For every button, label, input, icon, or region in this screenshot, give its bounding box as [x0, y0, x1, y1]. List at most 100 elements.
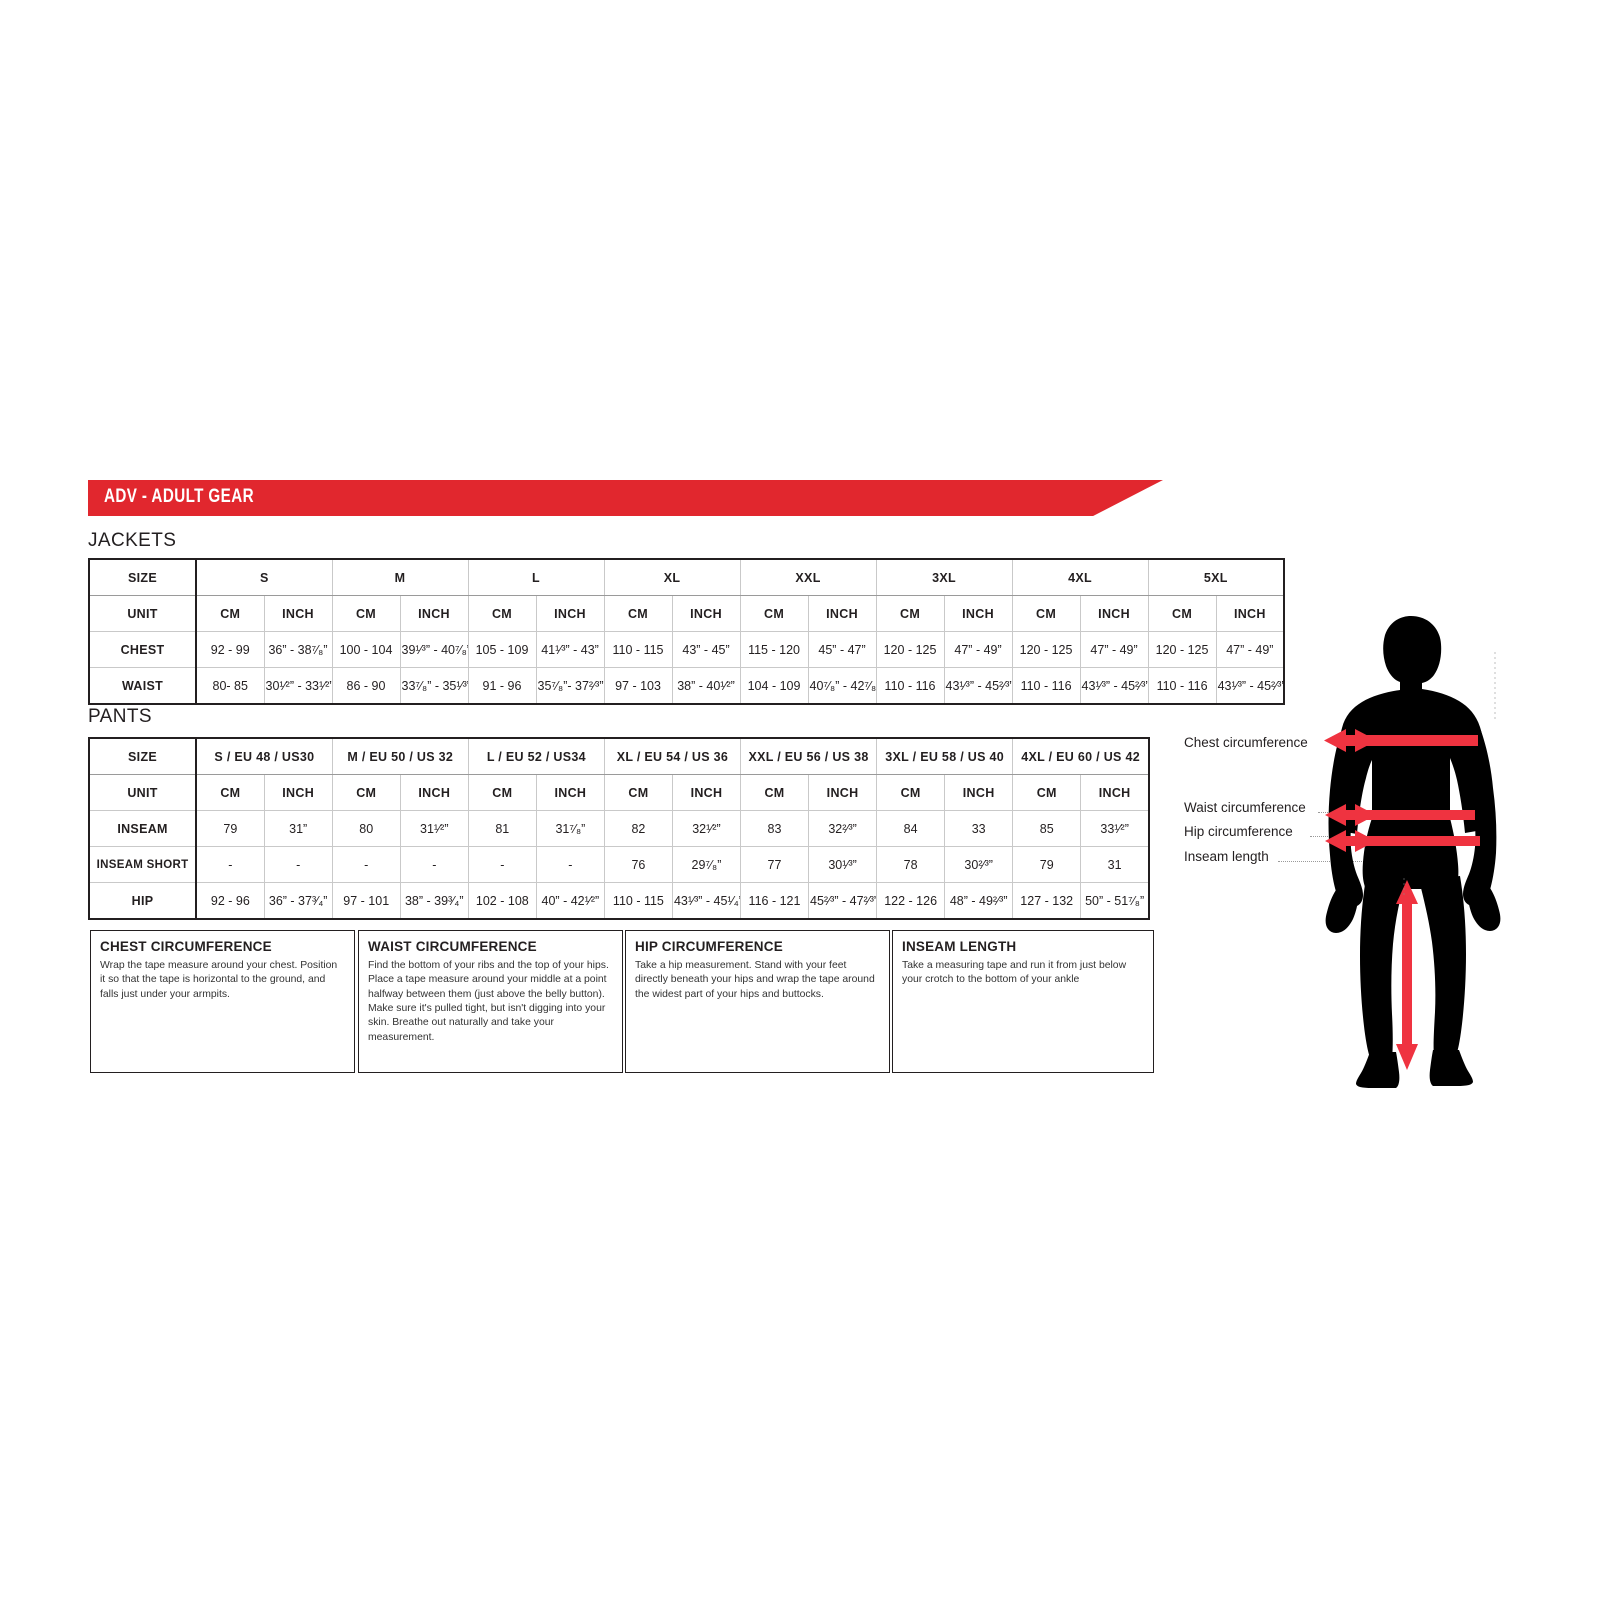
table-row: SIZE S / EU 48 / US30 M / EU 50 / US 32 L /… — [88, 737, 1150, 775]
table-cell: 84 — [876, 810, 946, 847]
table-cell: 35⁷⁄₈”- 37²⁄³” — [535, 667, 605, 705]
info-box-waist: WAIST CIRCUMFERENCE Find the bottom of y… — [358, 930, 623, 1073]
table-cell: 102 - 108 — [467, 882, 537, 920]
table-cell: - — [331, 846, 401, 883]
table-cell: 4XL / EU 60 / US 42 — [1012, 737, 1150, 775]
table-cell: INCH — [1080, 774, 1150, 811]
table-cell: 29⁷⁄₈” — [671, 846, 741, 883]
table-cell: 43” - 45” — [671, 631, 741, 668]
info-box-body: Take a hip measurement. Stand with your … — [635, 960, 875, 1000]
table-cell: 120 - 125 — [875, 631, 945, 668]
section-title-pants: PANTS — [88, 706, 152, 727]
table-cell: 86 - 90 — [331, 667, 401, 705]
table-cell: CM — [1012, 774, 1082, 811]
info-box-body: Find the bottom of your ribs and the top… — [368, 960, 609, 1043]
table-cell: INSEAM SHORT — [88, 846, 198, 883]
table-cell: INCH — [263, 774, 333, 811]
banner-title: ADV - ADULT GEAR — [104, 486, 254, 507]
table-cell: 3XL — [875, 558, 1013, 596]
table-cell: 33¹⁄²” — [1080, 810, 1150, 847]
table-cell: CM — [603, 595, 673, 632]
table-row: HIP 92 - 96 36” - 37³⁄₄” 97 - 101 38” - 39³⁄… — [88, 882, 1150, 920]
info-box-chest: CHEST CIRCUMFERENCE Wrap the tape measur… — [90, 930, 355, 1073]
table-cell: 40” - 42¹⁄²” — [535, 882, 605, 920]
table-cell: 47” - 49” — [1079, 631, 1149, 668]
table-cell: 83 — [739, 810, 810, 847]
table-cell: UNIT — [88, 774, 198, 811]
table-cell: 4XL — [1011, 558, 1149, 596]
table-cell: 3XL / EU 58 / US 40 — [876, 737, 1014, 775]
table-cell: CM — [1011, 595, 1081, 632]
table-cell: - — [467, 846, 537, 883]
table-cell: 122 - 126 — [876, 882, 946, 920]
table-cell: CM — [739, 595, 809, 632]
table-row: UNIT CM INCH CM INCH CM INCH CM INCH CM INCH CM INCH… — [88, 774, 1150, 811]
table-cell: 104 - 109 — [739, 667, 809, 705]
table-cell: 80 — [331, 810, 401, 847]
table-cell: 110 - 115 — [603, 882, 673, 920]
table-cell: INCH — [944, 774, 1014, 811]
table-cell: INCH — [535, 595, 605, 632]
table-cell: - — [263, 846, 333, 883]
table-cell: 47” - 49” — [1215, 631, 1285, 668]
table-row: INSEAM SHORT - - - - - -76 29⁷⁄₈” 77 30¹⁄³” 78 30²⁄… — [88, 846, 1150, 883]
table-cell: INSEAM — [88, 810, 198, 847]
table-cell: 43¹⁄³” - 45²⁄³” — [1079, 667, 1149, 705]
info-box-inseam: INSEAM LENGTH Take a measuring tape and … — [892, 930, 1154, 1073]
table-cell: CM — [875, 595, 945, 632]
table-cell: 43¹⁄³” - 45²⁄³” — [943, 667, 1013, 705]
table-cell: - — [535, 846, 605, 883]
table-cell: INCH — [807, 595, 877, 632]
table-cell: 43¹⁄³” - 45²⁄³” — [1215, 667, 1285, 705]
table-cell: 127 - 132 — [1012, 882, 1082, 920]
table-row: UNIT CM INCH CM INCH CM INCH CM INCH CM INCH CM INCH… — [88, 595, 1285, 632]
banner-shape — [88, 480, 1163, 516]
table-cell: 50” - 51⁷⁄₈” — [1080, 882, 1150, 920]
table-cell: CM — [467, 774, 537, 811]
table-cell: 82 — [603, 810, 673, 847]
table-cell: CM — [1147, 595, 1217, 632]
info-box-body: Wrap the tape measure around your chest.… — [100, 960, 338, 1000]
table-row: WAIST 80- 85 30¹⁄²” - 33¹⁄²” 86 - 90 33⁷⁄₈” … — [88, 667, 1285, 705]
info-box-title: CHEST CIRCUMFERENCE — [100, 939, 272, 954]
table-cell: 120 - 125 — [1147, 631, 1217, 668]
info-box-title: INSEAM LENGTH — [902, 939, 1017, 954]
table-cell: S — [195, 558, 333, 596]
table-cell: CM — [195, 595, 265, 632]
body-silhouette-figure — [1300, 612, 1550, 1090]
table-cell: 40⁷⁄₈” - 42⁷⁄₈” — [807, 667, 877, 705]
table-cell: 105 - 109 — [467, 631, 537, 668]
table-cell: 110 - 116 — [1147, 667, 1217, 705]
info-box-body: Take a measuring tape and run it from ju… — [902, 960, 1127, 986]
table-cell: 5XL — [1147, 558, 1285, 596]
table-cell: 97 - 103 — [603, 667, 673, 705]
table-cell: 78 — [876, 846, 946, 883]
table-cell: XL / EU 54 / US 36 — [603, 737, 741, 775]
table-cell: UNIT — [88, 595, 197, 632]
table-cell: CM — [603, 774, 673, 811]
table-cell: INCH — [808, 774, 878, 811]
table-cell: 32¹⁄²” — [671, 810, 741, 847]
table-cell: SIZE — [88, 737, 198, 775]
banner: ADV - ADULT GEAR — [88, 480, 1163, 516]
table-cell: 47” - 49” — [943, 631, 1013, 668]
table-cell: INCH — [1215, 595, 1285, 632]
table-cell: INCH — [399, 595, 469, 632]
table-cell: CM — [739, 774, 810, 811]
table-cell: CM — [876, 774, 946, 811]
table-row: CHEST 92 - 99 36” - 38⁷⁄₈” 100 - 104 39¹⁄³” … — [88, 631, 1285, 668]
table-cell: WAIST — [88, 667, 197, 705]
table-cell: 79 — [195, 810, 265, 847]
table-cell: 79 — [1012, 846, 1082, 883]
table-cell: 116 - 121 — [739, 882, 810, 920]
table-cell: 100 - 104 — [331, 631, 401, 668]
table-cell: 45” - 47” — [807, 631, 877, 668]
table-cell: 30¹⁄³” — [808, 846, 878, 883]
table-cell: 39¹⁄³” - 40⁷⁄₈” — [399, 631, 469, 668]
table-cell: 97 - 101 — [331, 882, 401, 920]
table-cell: 33 — [944, 810, 1014, 847]
table-cell: 115 - 120 — [739, 631, 809, 668]
table-cell: CM — [467, 595, 537, 632]
table-cell: XL — [603, 558, 741, 596]
figure-label-inseam: Inseam length — [1184, 849, 1269, 864]
